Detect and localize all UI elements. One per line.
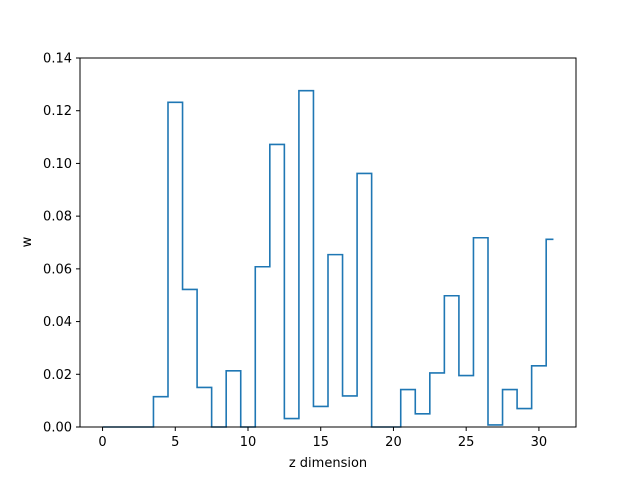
- y-tick-label: 0.04: [43, 315, 72, 330]
- x-axis-label: z dimension: [289, 456, 367, 471]
- x-tick-label: 30: [531, 435, 548, 450]
- y-tick-label: 0.12: [43, 104, 72, 119]
- y-tick-label: 0.06: [43, 262, 72, 277]
- plot-frame: [79, 57, 577, 428]
- x-tick-label: 15: [312, 435, 329, 450]
- series-line-0: [102, 89, 554, 428]
- x-tick-label: 5: [171, 435, 179, 450]
- y-tick-label: 0.14: [43, 52, 72, 67]
- x-tick-label: 20: [385, 435, 402, 450]
- y-tick-label: 0.10: [43, 157, 72, 172]
- y-tick-label: 0.02: [43, 368, 72, 383]
- y-tick-label: 0.08: [43, 210, 72, 225]
- x-tick-label: 25: [458, 435, 475, 450]
- x-tick-label: 10: [240, 435, 257, 450]
- y-axis-label: w: [20, 236, 35, 247]
- series-layer: [102, 89, 554, 428]
- x-tick-label: 0: [98, 435, 106, 450]
- y-axis-ticks: 0.00 0.02 0.04 0.06 0.08 0.10 0.12 0.14: [43, 52, 80, 436]
- y-tick-label: 0.00: [43, 421, 72, 436]
- x-axis-ticks: 0 5 10 15 20 25 30: [98, 427, 547, 450]
